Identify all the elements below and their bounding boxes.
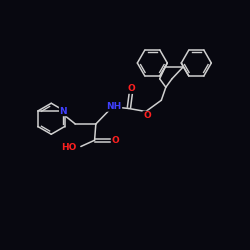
Text: NH: NH bbox=[106, 102, 122, 111]
Text: HO: HO bbox=[61, 143, 76, 152]
Text: N: N bbox=[60, 106, 67, 116]
Text: O: O bbox=[112, 136, 119, 145]
Text: O: O bbox=[143, 112, 151, 120]
Text: O: O bbox=[128, 84, 135, 93]
